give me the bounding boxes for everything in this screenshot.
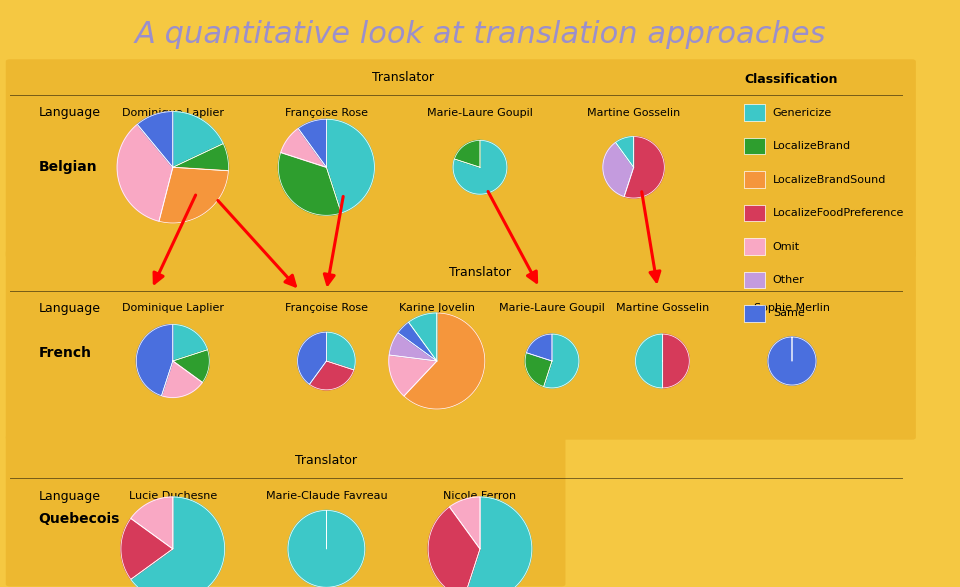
Polygon shape bbox=[117, 124, 173, 221]
Polygon shape bbox=[449, 497, 480, 549]
Text: Dominique Laplier: Dominique Laplier bbox=[122, 303, 224, 313]
Polygon shape bbox=[173, 350, 209, 383]
Polygon shape bbox=[404, 313, 485, 409]
Polygon shape bbox=[326, 119, 374, 213]
FancyBboxPatch shape bbox=[744, 238, 765, 255]
Polygon shape bbox=[159, 167, 228, 223]
Text: Classification: Classification bbox=[744, 73, 837, 86]
FancyBboxPatch shape bbox=[744, 171, 765, 188]
Text: LocalizeBrand: LocalizeBrand bbox=[773, 141, 851, 151]
Polygon shape bbox=[389, 333, 437, 361]
Text: Quebecois: Quebecois bbox=[38, 512, 120, 527]
Text: Françoise Rose: Françoise Rose bbox=[285, 107, 368, 118]
Polygon shape bbox=[615, 137, 634, 167]
Polygon shape bbox=[453, 140, 507, 194]
FancyBboxPatch shape bbox=[744, 205, 765, 221]
FancyBboxPatch shape bbox=[744, 138, 765, 154]
Text: Language: Language bbox=[38, 302, 101, 315]
Polygon shape bbox=[173, 325, 207, 361]
Text: Sophie Merlin: Sophie Merlin bbox=[754, 303, 830, 313]
Polygon shape bbox=[309, 361, 354, 390]
Polygon shape bbox=[398, 322, 437, 361]
Polygon shape bbox=[136, 325, 173, 396]
Text: A quantitative look at translation approaches: A quantitative look at translation appro… bbox=[134, 19, 826, 49]
Polygon shape bbox=[662, 334, 689, 388]
Polygon shape bbox=[173, 144, 228, 171]
Text: LocalizeFoodPreference: LocalizeFoodPreference bbox=[773, 208, 904, 218]
Polygon shape bbox=[121, 518, 173, 579]
Text: Translator: Translator bbox=[372, 71, 434, 84]
Polygon shape bbox=[131, 497, 225, 587]
Polygon shape bbox=[603, 143, 634, 197]
Text: Same: Same bbox=[773, 308, 804, 319]
Polygon shape bbox=[454, 140, 480, 167]
FancyBboxPatch shape bbox=[6, 59, 916, 258]
Text: Omit: Omit bbox=[773, 241, 800, 252]
Polygon shape bbox=[161, 361, 203, 397]
Text: Lucie Duchesne: Lucie Duchesne bbox=[129, 491, 217, 501]
Polygon shape bbox=[464, 497, 532, 587]
Text: Translator: Translator bbox=[449, 266, 511, 279]
Text: Marie-Laure Goupil: Marie-Laure Goupil bbox=[427, 107, 533, 118]
Polygon shape bbox=[526, 334, 552, 361]
Polygon shape bbox=[389, 355, 437, 396]
FancyBboxPatch shape bbox=[744, 305, 765, 322]
Text: Françoise Rose: Françoise Rose bbox=[285, 303, 368, 313]
Polygon shape bbox=[173, 112, 223, 167]
Text: Belgian: Belgian bbox=[38, 160, 97, 174]
Text: Nicole Ferron: Nicole Ferron bbox=[444, 491, 516, 501]
Polygon shape bbox=[298, 332, 326, 384]
Text: Other: Other bbox=[773, 275, 804, 285]
Text: Martine Gosselin: Martine Gosselin bbox=[615, 303, 709, 313]
Polygon shape bbox=[280, 129, 326, 167]
Polygon shape bbox=[137, 112, 173, 167]
Polygon shape bbox=[428, 507, 480, 587]
Text: Language: Language bbox=[38, 490, 101, 502]
Text: Translator: Translator bbox=[296, 454, 357, 467]
FancyBboxPatch shape bbox=[6, 435, 565, 586]
Text: Dominique Laplier: Dominique Laplier bbox=[122, 107, 224, 118]
Text: Language: Language bbox=[38, 106, 101, 119]
Text: Martine Gosselin: Martine Gosselin bbox=[587, 107, 681, 118]
Polygon shape bbox=[278, 153, 341, 215]
Polygon shape bbox=[299, 119, 326, 167]
Text: French: French bbox=[38, 346, 91, 360]
Polygon shape bbox=[624, 137, 664, 198]
Polygon shape bbox=[409, 313, 437, 361]
Text: Karine Jovelin: Karine Jovelin bbox=[398, 303, 475, 313]
Polygon shape bbox=[131, 497, 173, 549]
Text: LocalizeBrandSound: LocalizeBrandSound bbox=[773, 174, 886, 185]
FancyBboxPatch shape bbox=[6, 250, 916, 440]
Polygon shape bbox=[636, 334, 662, 388]
Text: Marie-Laure Goupil: Marie-Laure Goupil bbox=[499, 303, 605, 313]
Polygon shape bbox=[768, 337, 816, 385]
Polygon shape bbox=[543, 334, 579, 388]
Text: Genericize: Genericize bbox=[773, 107, 832, 118]
Text: Marie-Claude Favreau: Marie-Claude Favreau bbox=[266, 491, 387, 501]
Polygon shape bbox=[326, 332, 355, 370]
FancyBboxPatch shape bbox=[744, 104, 765, 121]
Polygon shape bbox=[288, 511, 365, 587]
FancyBboxPatch shape bbox=[744, 272, 765, 288]
Polygon shape bbox=[525, 353, 552, 387]
